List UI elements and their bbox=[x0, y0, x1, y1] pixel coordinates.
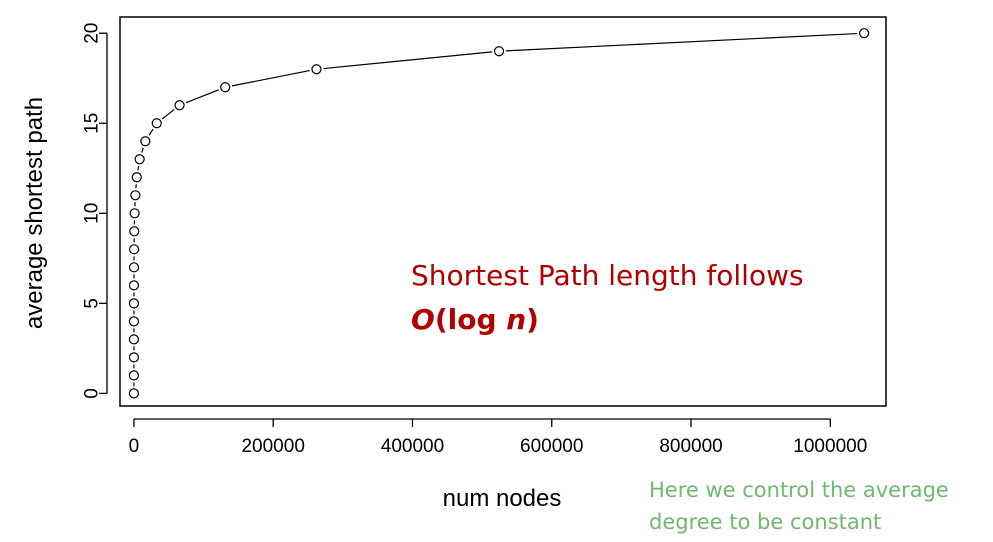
data-point bbox=[311, 64, 322, 75]
x-tick-label: 200000 bbox=[241, 436, 304, 457]
data-point bbox=[128, 388, 140, 399]
data-point bbox=[140, 136, 151, 147]
data-point bbox=[130, 190, 141, 201]
data-point bbox=[493, 46, 505, 57]
x-axis: 0 200000 400000 600000 800000 1000000 bbox=[129, 418, 867, 457]
constant-degree-note: Here we control the average degree to be… bbox=[649, 474, 949, 538]
data-point bbox=[128, 298, 140, 309]
note-line-2: degree to be constant bbox=[649, 510, 882, 534]
series-line-segment bbox=[505, 32, 858, 52]
y-tick-label: 20 bbox=[82, 23, 103, 44]
x-tick-label: 600000 bbox=[520, 436, 583, 457]
formula-n: n bbox=[506, 303, 527, 336]
y-tick-label: 5 bbox=[82, 298, 103, 309]
data-point bbox=[151, 118, 162, 129]
y-tick-label: 15 bbox=[82, 113, 103, 134]
data-point bbox=[134, 154, 145, 165]
data-point bbox=[128, 280, 140, 291]
data-point bbox=[129, 244, 140, 255]
formula-o: O bbox=[411, 303, 435, 336]
series-line-segment bbox=[323, 51, 493, 70]
data-point bbox=[129, 226, 140, 237]
series-line-segment bbox=[161, 109, 175, 120]
x-tick-label: 400000 bbox=[381, 436, 444, 457]
data-point bbox=[859, 28, 870, 39]
series-points bbox=[128, 28, 870, 399]
data-point bbox=[129, 208, 140, 219]
y-axis: 0 5 10 15 20 bbox=[82, 23, 108, 399]
data-point bbox=[128, 370, 140, 381]
formula-open: (log bbox=[434, 303, 507, 336]
data-point bbox=[128, 334, 140, 345]
note-line-1: Here we control the average bbox=[649, 478, 949, 502]
data-point bbox=[131, 172, 142, 183]
x-tick-label: 0 bbox=[129, 436, 140, 457]
x-tick-label: 1000000 bbox=[793, 436, 867, 457]
data-point bbox=[174, 100, 185, 111]
x-tick-label: 800000 bbox=[659, 436, 722, 457]
x-axis-title: num nodes bbox=[443, 485, 562, 512]
data-point bbox=[128, 262, 140, 273]
annotation-formula: O(log n) bbox=[411, 298, 804, 342]
data-point bbox=[128, 352, 140, 363]
data-point bbox=[220, 82, 231, 93]
y-tick-label: 0 bbox=[82, 388, 103, 399]
y-tick-label: 10 bbox=[82, 203, 103, 224]
series-line-group bbox=[133, 32, 858, 387]
series-line-segment bbox=[137, 166, 140, 171]
formula-close: ) bbox=[526, 303, 539, 336]
plot-frame bbox=[119, 16, 887, 407]
series-line-segment bbox=[141, 147, 144, 153]
data-point bbox=[128, 316, 140, 327]
series-line-segment bbox=[231, 69, 310, 87]
y-axis-title: average shortest path bbox=[21, 97, 48, 329]
log-n-annotation: Shortest Path length follows O(log n) bbox=[411, 254, 804, 342]
series-line-segment bbox=[185, 89, 219, 104]
series-line-segment bbox=[148, 128, 154, 136]
annotation-line-1: Shortest Path length follows bbox=[411, 259, 804, 292]
